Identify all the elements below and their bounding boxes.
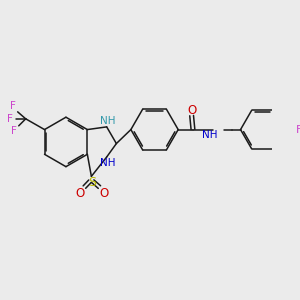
Text: F: F (10, 101, 16, 112)
Text: O: O (100, 187, 109, 200)
Text: F: F (11, 126, 16, 136)
Text: O: O (75, 187, 84, 200)
Text: O: O (187, 104, 196, 117)
Text: F: F (296, 124, 300, 135)
Text: F: F (8, 114, 13, 124)
Text: NH: NH (100, 158, 116, 168)
Text: S: S (88, 176, 96, 189)
Text: NH: NH (100, 116, 116, 126)
Text: NH: NH (202, 130, 218, 140)
